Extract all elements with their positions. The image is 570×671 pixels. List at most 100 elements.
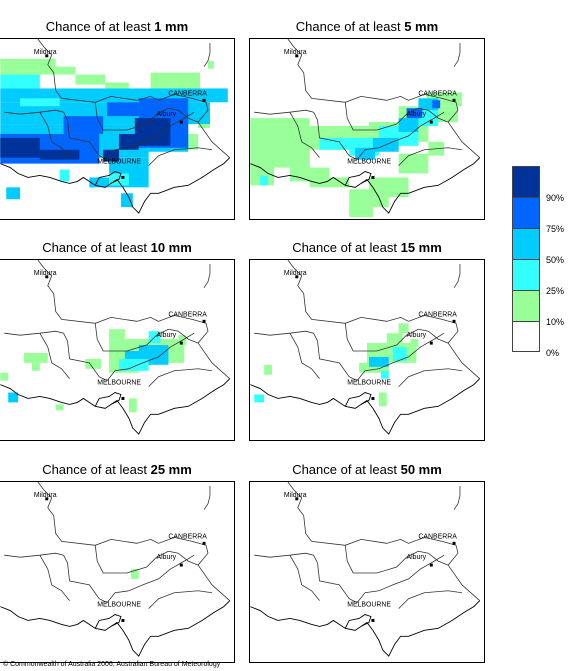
probability-cell (105, 82, 129, 91)
district-boundary (418, 550, 449, 566)
coastline (94, 614, 122, 629)
probability-cell (118, 358, 149, 371)
victoria-map-svg: Mildura CANBERRA Albury MELBOURNE (0, 260, 231, 435)
probability-cell (107, 102, 139, 117)
district-boundary (37, 39, 231, 158)
place-marker (179, 120, 183, 124)
probability-cell (85, 358, 102, 369)
probability-cell (0, 58, 56, 75)
coastline (250, 378, 481, 435)
probability-cell (0, 137, 40, 158)
place-marker (452, 541, 456, 545)
district-boundary (4, 330, 68, 342)
place-marker (429, 120, 433, 124)
probability-cell (6, 187, 21, 200)
district-boundary (289, 554, 320, 601)
district-boundary (168, 328, 199, 344)
place-label-canberra: CANBERRA (168, 311, 207, 318)
place-label-canberra: CANBERRA (418, 533, 457, 540)
victoria-map-svg: Mildura CANBERRA Albury MELBOURNE (250, 482, 481, 657)
place-marker (429, 341, 433, 345)
probability-cell (309, 177, 350, 188)
place-marker (452, 319, 456, 323)
probability-cell (109, 329, 125, 340)
probability-cell (355, 147, 375, 160)
district-boundary (317, 120, 358, 161)
district-boundary (398, 147, 463, 166)
place-label-mildura: Mildura (34, 492, 57, 499)
probability-cell (120, 193, 133, 208)
district-boundary (287, 39, 481, 158)
place-marker (371, 175, 375, 179)
legend-label: 0% (546, 348, 560, 358)
district-boundary (317, 341, 358, 382)
place-marker (179, 341, 183, 345)
district-boundary (398, 368, 463, 387)
probability-cell (432, 100, 441, 109)
place-label-albury: Albury (157, 554, 177, 561)
district-boundary (453, 42, 461, 67)
place-marker (371, 396, 375, 400)
rainfall-probability-map: Mildura CANBERRA Albury MELBOURNE (0, 38, 235, 220)
legend-label: 75% (546, 224, 565, 234)
place-label-melbourne: MELBOURNE (97, 602, 141, 609)
place-marker (179, 563, 183, 567)
legend-swatch-50 (512, 228, 540, 259)
coastline (344, 392, 372, 407)
coastline (344, 614, 372, 629)
district-boundary (94, 545, 169, 574)
district-boundary (254, 552, 318, 564)
district-boundary (289, 111, 320, 158)
district-boundary (287, 260, 481, 379)
panel-title: Chance of at least 5 mm (295, 19, 439, 34)
probability-cell (254, 394, 265, 403)
district-boundary (37, 260, 231, 379)
place-label-melbourne: MELBOURNE (347, 159, 391, 166)
place-marker (121, 396, 125, 400)
district-boundary (344, 323, 419, 352)
district-boundary (453, 485, 461, 510)
district-boundary (39, 554, 70, 601)
threshold-label: 15 mm (400, 240, 442, 255)
district-boundary (289, 332, 320, 379)
probability-cell (130, 569, 139, 579)
panel-title: Chance of at least 50 mm (292, 462, 442, 477)
district-boundary (344, 545, 419, 574)
district-boundary (453, 263, 461, 288)
district-boundary (4, 552, 68, 564)
district-boundary (67, 341, 108, 382)
district-boundary (94, 102, 169, 131)
place-label-canberra: CANBERRA (418, 90, 457, 97)
legend-label: 25% (546, 286, 565, 296)
probability-cell (410, 339, 419, 348)
place-marker (295, 54, 299, 58)
legend-label: 90% (546, 193, 565, 203)
district-boundary (254, 109, 318, 121)
place-label-albury: Albury (157, 111, 177, 118)
legend-swatch-90 (512, 166, 540, 197)
place-label-albury: Albury (407, 332, 427, 339)
legend-swatch-0 (512, 321, 540, 352)
place-marker (121, 175, 125, 179)
district-boundary (203, 42, 211, 67)
victoria-map-svg: Mildura CANBERRA Albury MELBOURNE (0, 39, 231, 214)
victoria-map-svg: Mildura CANBERRA Albury MELBOURNE (250, 260, 481, 435)
coastline (94, 171, 122, 186)
district-boundary (4, 109, 68, 121)
probability-cell (406, 108, 423, 119)
place-label-albury: Albury (157, 332, 177, 339)
probability-cell (349, 189, 373, 218)
probability-cell (59, 169, 70, 182)
district-boundary (356, 554, 445, 603)
probability-cell (398, 153, 429, 174)
legend-label: 50% (546, 255, 565, 265)
district-boundary (203, 485, 211, 510)
district-boundary (317, 563, 358, 604)
place-label-mildura: Mildura (284, 270, 307, 277)
place-marker (295, 275, 299, 279)
place-label-melbourne: MELBOURNE (97, 380, 141, 387)
probability-cell (380, 370, 389, 379)
rainfall-probability-map: Mildura CANBERRA Albury MELBOURNE (249, 259, 485, 441)
probability-cell (392, 347, 407, 361)
probability-cell (24, 352, 48, 363)
